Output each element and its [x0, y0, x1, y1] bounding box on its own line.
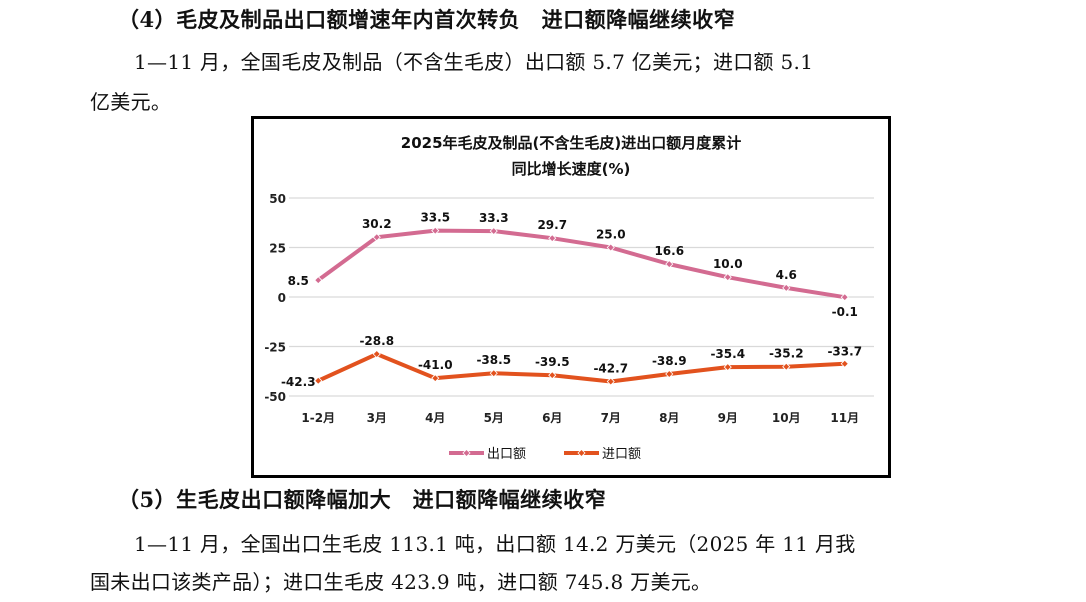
series-line: [316, 352, 847, 384]
y-axis-ticks: 50 25 0 -25 -50: [264, 192, 286, 404]
section-5-paragraph-line-2: 国未出口该类产品）；进口生毛皮 423.9 吨，进口额 745.8 万美元。: [90, 570, 712, 594]
x-tick-label: 4月: [425, 411, 445, 425]
data-label: -33.7: [827, 345, 862, 359]
data-point-marker: [606, 377, 615, 386]
data-label: 8.5: [288, 274, 309, 288]
y-tick-label: -50: [264, 390, 286, 404]
chart-container: 2025年毛皮及制品(不含生毛皮)进出口额月度累计 同比增长速度(%) 50 25…: [251, 116, 891, 478]
data-point-marker: [489, 369, 498, 378]
y-tick-label: 50: [269, 192, 286, 206]
legend-label: 进口额: [602, 447, 641, 462]
chart-title-line-1: 2025年毛皮及制品(不含生毛皮)进出口额月度累计: [401, 134, 741, 152]
x-tick-label: 8月: [659, 411, 679, 425]
data-label: 33.3: [479, 211, 509, 225]
data-label: -38.5: [476, 353, 511, 367]
data-point-marker: [782, 362, 791, 371]
data-point-marker: [665, 369, 674, 379]
data-label: 30.2: [362, 217, 392, 231]
data-point-marker: [314, 376, 323, 385]
data-point-marker: [431, 374, 440, 383]
legend-item-import: 进口额: [564, 447, 641, 462]
section-4-paragraph-line-1: 1—11 月，全国毛皮及制品（不含生毛皮）出口额 5.7 亿美元；进口额 5.1: [134, 50, 814, 74]
series-line: [316, 228, 847, 300]
data-label: -41.0: [418, 358, 453, 372]
section-4-heading: （4）毛皮及制品出口额增速年内首次转负 进口额降幅继续收窄: [118, 7, 736, 32]
data-label: -38.9: [652, 354, 687, 368]
data-point-marker: [606, 243, 615, 252]
data-label: -28.8: [359, 334, 394, 348]
data-label: -39.5: [535, 355, 570, 369]
legend-marker-icon: [577, 448, 586, 458]
data-label: 29.7: [537, 218, 567, 232]
x-axis-ticks: 1-2月 3月 4月 5月 6月 7月 8月 9月 10月 11月: [301, 411, 859, 425]
x-tick-label: 7月: [601, 411, 621, 425]
data-point-marker: [372, 349, 381, 359]
data-label: 4.6: [776, 268, 797, 282]
data-label: 33.5: [420, 211, 450, 225]
x-tick-label: 10月: [772, 411, 801, 425]
data-label: -35.4: [710, 347, 745, 361]
legend: 出口额 进口额: [449, 447, 641, 462]
y-tick-label: 25: [269, 242, 286, 256]
data-point-marker: [723, 273, 732, 282]
section-5-heading: （5）生毛皮出口额降幅加大 进口额降幅继续收窄: [118, 487, 607, 512]
x-tick-label: 11月: [830, 411, 859, 425]
data-point-marker: [782, 283, 791, 292]
line-chart: 2025年毛皮及制品(不含生毛皮)进出口额月度累计 同比增长速度(%) 50 25…: [264, 134, 874, 462]
section-5-paragraph-line-1: 1—11 月，全国出口生毛皮 113.1 吨，出口额 14.2 万美元（2025…: [134, 532, 856, 556]
gridlines: [289, 197, 874, 397]
legend-label: 出口额: [487, 447, 526, 462]
data-point-marker: [723, 363, 732, 372]
data-label: -0.1: [832, 305, 858, 319]
data-point-marker: [372, 233, 381, 242]
data-label: -42.7: [593, 362, 628, 376]
series-import: -42.3 -28.8 -41.0 -38.5 -39.5 -42.7 -38.9 -35.4…: [281, 334, 862, 389]
x-tick-label: 1-2月: [301, 411, 335, 425]
data-point-marker: [840, 293, 849, 302]
chart-title-line-2: 同比增长速度(%): [512, 160, 631, 178]
data-point-marker: [548, 234, 557, 243]
data-point-marker: [548, 371, 557, 380]
data-label: -35.2: [769, 347, 804, 361]
x-tick-label: 9月: [718, 411, 738, 425]
data-point-marker: [489, 227, 498, 236]
data-label: 10.0: [713, 257, 743, 271]
y-tick-label: -25: [264, 341, 286, 355]
legend-item-export: 出口额: [449, 447, 526, 462]
data-point-marker: [665, 260, 674, 269]
x-tick-label: 5月: [484, 411, 504, 425]
series-export: 8.5 30.2 33.5 33.3 29.7 25.0 16.6 10.0 4.6 -0.1: [288, 211, 858, 320]
data-point-marker: [314, 276, 323, 285]
y-tick-label: 0: [278, 291, 286, 305]
legend-marker-icon: [462, 448, 471, 458]
section-4-paragraph-line-2: 亿美元。: [90, 90, 172, 114]
data-label: 25.0: [596, 228, 626, 242]
data-point-marker: [431, 226, 440, 235]
x-tick-label: 3月: [367, 411, 387, 425]
x-tick-label: 6月: [542, 411, 562, 425]
series-group: 8.5 30.2 33.5 33.3 29.7 25.0 16.6 10.0 4.6 -0.1 -4…: [281, 211, 862, 389]
data-label: 16.6: [654, 244, 684, 258]
data-label: -42.3: [281, 375, 316, 389]
data-point-marker: [840, 359, 849, 368]
